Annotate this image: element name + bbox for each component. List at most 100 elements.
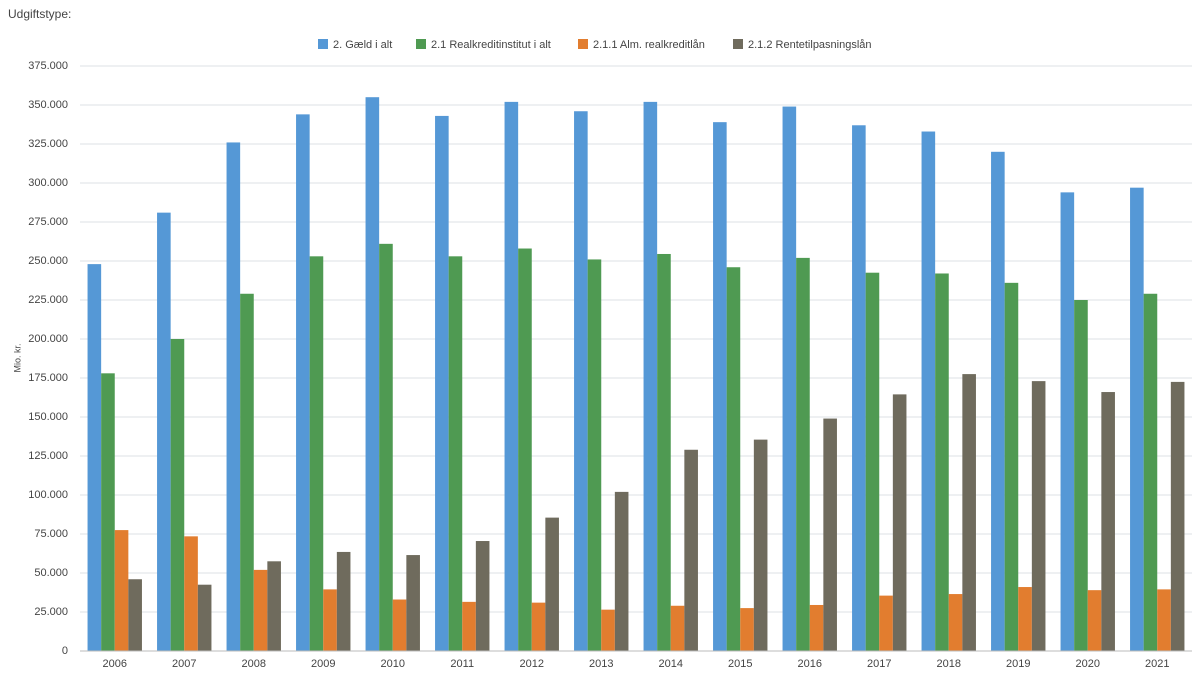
bar bbox=[157, 212, 171, 651]
bar bbox=[1018, 587, 1032, 651]
bar bbox=[435, 115, 449, 652]
bar bbox=[892, 394, 907, 651]
y-axis-label: Mio. kr. bbox=[12, 343, 22, 372]
bar bbox=[296, 114, 310, 652]
bar bbox=[406, 555, 420, 651]
bar bbox=[643, 101, 658, 651]
bar bbox=[531, 602, 546, 651]
y-tick-label: 75.000 bbox=[34, 528, 68, 540]
bar bbox=[323, 589, 337, 651]
y-tick-label: 200.000 bbox=[28, 333, 68, 345]
bar bbox=[1130, 187, 1144, 651]
bar bbox=[1157, 589, 1171, 651]
x-tick-label: 2007 bbox=[172, 658, 196, 670]
x-tick-label: 2013 bbox=[589, 658, 613, 670]
y-tick-label: 275.000 bbox=[28, 216, 68, 228]
bar bbox=[657, 253, 671, 652]
bar bbox=[948, 594, 963, 651]
bar bbox=[267, 561, 281, 651]
legend-swatch bbox=[733, 39, 743, 49]
bar bbox=[1004, 282, 1019, 651]
bar bbox=[504, 101, 519, 651]
bar bbox=[1031, 381, 1046, 651]
y-tick-label: 125.000 bbox=[28, 450, 68, 462]
bar bbox=[796, 257, 810, 651]
y-tick-label: 375.000 bbox=[28, 60, 68, 72]
bar bbox=[726, 267, 741, 651]
y-tick-label: 100.000 bbox=[28, 489, 68, 501]
bar bbox=[226, 142, 241, 651]
legend-swatch bbox=[578, 39, 588, 49]
bar bbox=[935, 273, 949, 651]
bar bbox=[518, 248, 532, 651]
x-tick-label: 2017 bbox=[867, 658, 891, 670]
bar bbox=[782, 106, 797, 651]
bar bbox=[991, 151, 1005, 652]
y-tick-label: 0 bbox=[62, 645, 68, 657]
bar bbox=[921, 131, 936, 651]
bar bbox=[475, 541, 490, 651]
x-tick-label: 2015 bbox=[728, 658, 752, 670]
bar bbox=[1060, 192, 1075, 652]
bar bbox=[684, 449, 698, 651]
bar bbox=[713, 122, 727, 651]
bar bbox=[253, 569, 268, 651]
legend-label: 2.1 Realkreditinstitut i alt bbox=[431, 39, 551, 51]
bar bbox=[379, 243, 393, 651]
y-tick-label: 50.000 bbox=[34, 567, 68, 579]
x-tick-label: 2008 bbox=[242, 658, 266, 670]
y-tick-label: 150.000 bbox=[28, 411, 68, 423]
bar bbox=[545, 517, 559, 651]
bar bbox=[309, 256, 324, 651]
legend-label: 2.1.2 Rentetilpasningslån bbox=[748, 39, 872, 51]
y-tick-label: 250.000 bbox=[28, 255, 68, 267]
legend-swatch bbox=[318, 39, 328, 49]
bar bbox=[1143, 293, 1158, 651]
bar bbox=[823, 418, 837, 651]
bar bbox=[197, 584, 212, 651]
bar bbox=[114, 530, 129, 651]
bar bbox=[1087, 590, 1102, 651]
y-tick-label: 350.000 bbox=[28, 99, 68, 111]
bar bbox=[1074, 300, 1088, 651]
bar bbox=[865, 272, 880, 651]
x-tick-label: 2006 bbox=[103, 658, 127, 670]
x-tick-label: 2021 bbox=[1145, 658, 1169, 670]
bar bbox=[392, 599, 407, 651]
x-tick-label: 2019 bbox=[1006, 658, 1030, 670]
x-tick-label: 2009 bbox=[311, 658, 335, 670]
bar bbox=[574, 111, 588, 652]
bar bbox=[184, 536, 198, 651]
legend-label: 2. Gæld i alt bbox=[333, 39, 392, 51]
x-tick-label: 2020 bbox=[1076, 658, 1100, 670]
y-tick-label: 300.000 bbox=[28, 177, 68, 189]
x-tick-label: 2016 bbox=[798, 658, 822, 670]
bar bbox=[365, 97, 380, 651]
x-tick-label: 2012 bbox=[520, 658, 544, 670]
x-tick-label: 2010 bbox=[381, 658, 405, 670]
bar bbox=[879, 595, 893, 651]
chart-subtitle: Udgiftstype: bbox=[8, 7, 71, 21]
bar bbox=[87, 264, 102, 651]
x-tick-label: 2011 bbox=[450, 658, 474, 670]
y-tick-label: 225.000 bbox=[28, 294, 68, 306]
bar bbox=[670, 605, 685, 651]
bar bbox=[614, 491, 629, 651]
bar bbox=[1101, 392, 1115, 651]
legend-label: 2.1.1 Alm. realkreditlån bbox=[593, 39, 705, 51]
bar bbox=[852, 125, 866, 651]
bar bbox=[240, 293, 254, 651]
bar bbox=[448, 256, 463, 651]
bar bbox=[740, 608, 754, 651]
bar bbox=[809, 604, 824, 651]
x-tick-label: 2014 bbox=[659, 658, 683, 670]
bar bbox=[587, 259, 602, 651]
bar bbox=[962, 374, 976, 651]
bar bbox=[336, 551, 351, 651]
bar bbox=[101, 373, 115, 651]
bar bbox=[753, 439, 768, 651]
y-tick-label: 325.000 bbox=[28, 138, 68, 150]
y-tick-label: 175.000 bbox=[28, 372, 68, 384]
bar bbox=[1170, 381, 1185, 651]
